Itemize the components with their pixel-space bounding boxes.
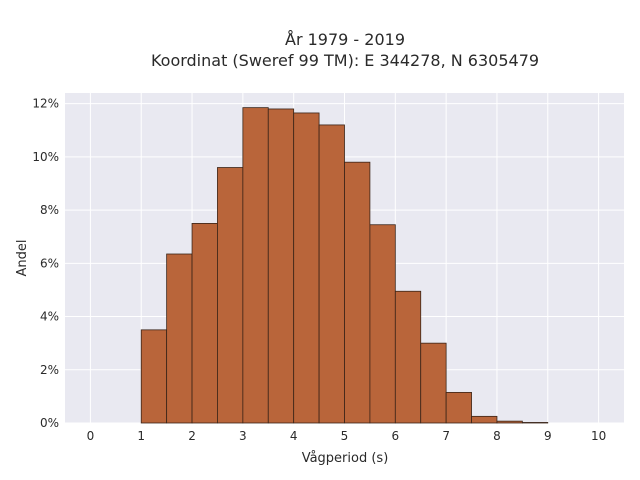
y-tick-label: 10%: [32, 150, 59, 164]
histogram-bar: [191, 223, 218, 424]
x-axis-label: Vågperiod (s): [302, 451, 389, 466]
x-tick-label: 0: [87, 429, 95, 443]
chart-title: År 1979 - 2019: [285, 30, 405, 49]
histogram-bar: [496, 420, 523, 424]
histogram-bar: [267, 108, 295, 424]
histogram-bars: [140, 107, 549, 424]
y-axis-label: Andel: [15, 240, 30, 277]
y-tick-label: 6%: [40, 256, 59, 270]
y-tick-label: 4%: [40, 310, 59, 324]
x-tick-label: 2: [188, 429, 196, 443]
y-tick-label: 8%: [40, 203, 59, 217]
histogram-bar: [140, 329, 168, 424]
y-tick-label: 0%: [40, 416, 59, 430]
histogram-bar: [242, 107, 269, 424]
x-tick-label: 3: [239, 429, 247, 443]
x-tick-label: 7: [442, 429, 450, 443]
histogram-bar: [166, 253, 193, 424]
x-tick-label: 10: [591, 429, 606, 443]
x-tick-label: 1: [137, 429, 145, 443]
y-axis-ticks: 0% 2% 4% 6% 8% 10% 12%: [32, 97, 59, 430]
histogram-bar: [344, 161, 371, 424]
histogram-bar: [318, 124, 345, 424]
histogram-bar: [217, 167, 244, 424]
x-tick-label: 8: [493, 429, 501, 443]
x-tick-label: 9: [544, 429, 552, 443]
x-tick-label: 4: [290, 429, 298, 443]
y-tick-label: 12%: [32, 97, 59, 111]
histogram-bar: [521, 422, 549, 424]
histogram-bar: [445, 391, 472, 424]
histogram-bar: [293, 112, 320, 424]
chart-subtitle: Koordinat (Sweref 99 TM): E 344278, N 63…: [151, 51, 539, 70]
x-axis-ticks: 0 1 2 3 4 5 6 7 8 9 10: [87, 429, 607, 443]
x-tick-label: 6: [391, 429, 399, 443]
histogram-bar: [471, 415, 498, 424]
x-tick-label: 5: [341, 429, 349, 443]
histogram-bar: [369, 224, 396, 424]
histogram-bar: [394, 290, 422, 424]
y-tick-label: 2%: [40, 363, 59, 377]
histogram-bar: [420, 342, 447, 424]
